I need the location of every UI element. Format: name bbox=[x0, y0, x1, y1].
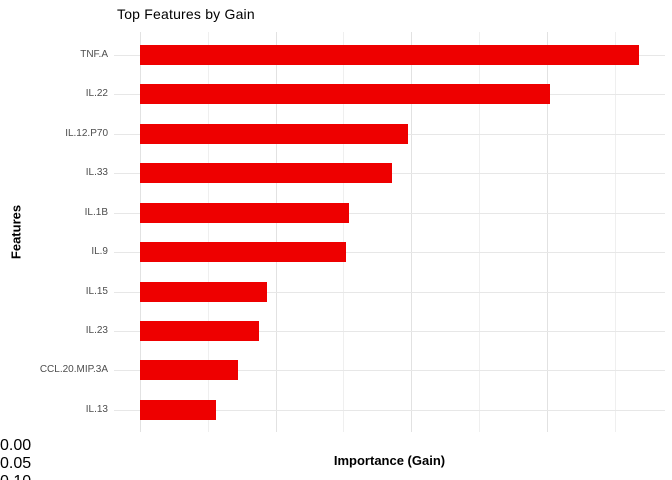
bar-il-9 bbox=[140, 242, 347, 263]
y-tick-label: IL.9 bbox=[91, 246, 108, 258]
category-gridline bbox=[114, 330, 665, 332]
minor-gridline bbox=[479, 32, 480, 432]
y-tick-label: IL.13 bbox=[85, 403, 108, 415]
x-tick-label: 0.00 bbox=[0, 437, 32, 454]
y-tick-label: IL.12.P70 bbox=[65, 127, 108, 139]
plot-panel bbox=[114, 32, 665, 432]
y-tick-label: IL.23 bbox=[85, 324, 108, 336]
y-axis-tick-labels: TNF.A IL.22 IL.12.P70 IL.33 IL.1B IL.9 IL.15 IL… bbox=[0, 0, 108, 480]
y-tick-label: CCL.20.MIP.3A bbox=[39, 364, 108, 376]
category-gridline bbox=[114, 370, 665, 372]
x-tick-label: 0.05 bbox=[0, 455, 32, 472]
category-gridline bbox=[114, 291, 665, 293]
bar-ccl-20-mip-3a bbox=[140, 360, 238, 381]
x-axis-tick-labels: 0.000.050.100.15 bbox=[0, 437, 672, 480]
y-tick-label: IL.1B bbox=[84, 206, 108, 218]
bar-il-13 bbox=[140, 399, 216, 420]
bar-il-1b bbox=[140, 202, 349, 223]
category-gridline bbox=[114, 212, 665, 214]
bar-il-23 bbox=[140, 320, 260, 341]
category-gridline bbox=[114, 409, 665, 411]
major-gridline bbox=[546, 32, 548, 432]
bar-tnf-a bbox=[140, 45, 639, 65]
bar-il-22 bbox=[140, 84, 550, 105]
x-tick-label: 0.10 bbox=[0, 473, 672, 480]
bar-il-15 bbox=[140, 281, 268, 302]
minor-gridline bbox=[614, 32, 616, 432]
x-axis-title: Importance (Gain) bbox=[333, 453, 446, 468]
minor-gridline bbox=[343, 32, 345, 432]
y-tick-label: IL.22 bbox=[85, 88, 108, 100]
major-gridline bbox=[275, 32, 277, 432]
y-tick-label: TNF.A bbox=[80, 49, 108, 60]
y-tick-label: IL.33 bbox=[85, 167, 108, 179]
chart-title: Top Features by Gain bbox=[117, 6, 255, 22]
bar-il-33 bbox=[140, 163, 393, 184]
bar-il-12-p70 bbox=[140, 123, 409, 144]
y-tick-label: IL.15 bbox=[85, 285, 108, 297]
minor-gridline bbox=[207, 32, 209, 432]
major-gridline bbox=[411, 32, 413, 432]
category-gridline bbox=[114, 252, 665, 254]
major-gridline bbox=[140, 32, 141, 432]
